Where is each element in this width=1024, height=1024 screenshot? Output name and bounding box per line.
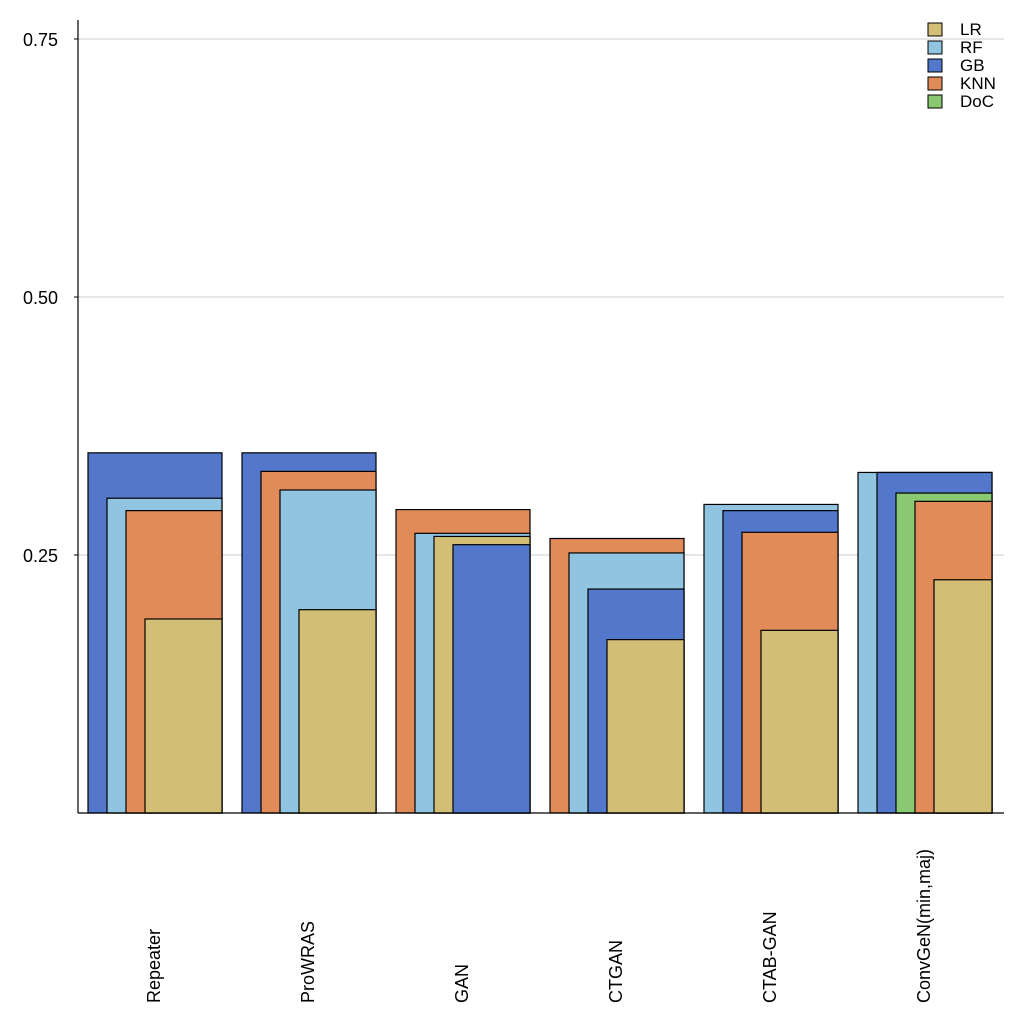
legend-swatch-rf bbox=[927, 40, 943, 55]
bar-lr-ctgan bbox=[606, 639, 685, 814]
legend-label-lr: LR bbox=[960, 20, 982, 39]
legend-label-knn: KNN bbox=[960, 74, 996, 93]
bar-lr-repeater bbox=[144, 618, 223, 814]
bar-gb-gan bbox=[452, 544, 531, 814]
bar-lr-convgen-min-maj- bbox=[933, 579, 993, 814]
legend-label-rf: RF bbox=[960, 38, 983, 57]
bar-lr-prowras bbox=[298, 609, 377, 814]
legend-swatch-lr bbox=[927, 22, 943, 37]
axes bbox=[74, 20, 1004, 814]
y-tick-label: 0.25 bbox=[23, 546, 58, 566]
bars bbox=[87, 452, 993, 814]
x-tick-labels: Repeater ProWRAS GAN CTGAN CTAB-GAN ConvGeN(m… bbox=[144, 849, 934, 1003]
x-tick-label: GAN bbox=[452, 964, 472, 1003]
y-tick-label: 0.50 bbox=[23, 288, 58, 308]
legend-label-doc: DoC bbox=[960, 92, 994, 111]
bar-lr-ctab-gan bbox=[760, 629, 839, 814]
legend-swatch-knn bbox=[927, 76, 943, 91]
legend-swatch-doc bbox=[927, 94, 943, 109]
y-tick-labels: 0.25 0.50 0.75 bbox=[23, 30, 58, 566]
gridlines bbox=[78, 38, 1004, 556]
x-tick-label: CTGAN bbox=[606, 940, 626, 1003]
x-tick-label: CTAB-GAN bbox=[760, 911, 780, 1003]
legend-label-gb: GB bbox=[960, 56, 985, 75]
y-tick-label: 0.75 bbox=[23, 30, 58, 50]
x-tick-label: ConvGeN(min,maj) bbox=[914, 849, 934, 1003]
x-tick-label: Repeater bbox=[144, 929, 164, 1003]
legend-swatch-gb bbox=[927, 58, 943, 73]
x-tick-label: ProWRAS bbox=[298, 921, 318, 1003]
